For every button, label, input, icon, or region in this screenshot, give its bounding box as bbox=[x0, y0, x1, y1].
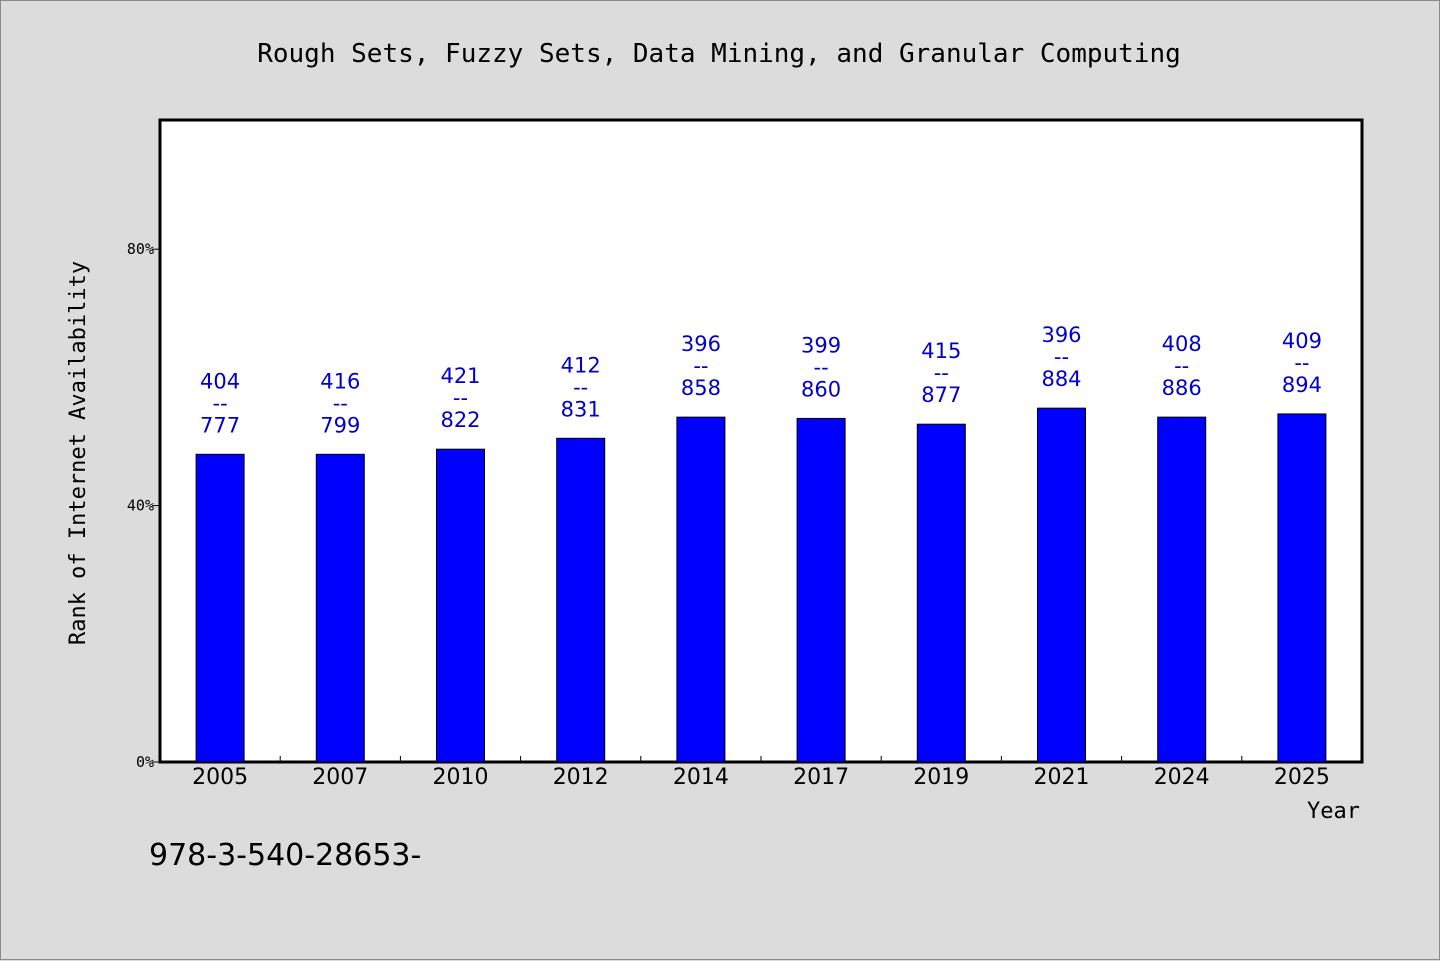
data-label-2024-2: 886 bbox=[1162, 376, 1202, 400]
x-tick-label-2005: 2005 bbox=[192, 765, 248, 790]
x-tick-label-2019: 2019 bbox=[913, 765, 969, 790]
data-label-2019-2: 877 bbox=[921, 383, 961, 407]
footer-isbn: 978-3-540-28653- bbox=[149, 838, 421, 873]
bar-2014 bbox=[676, 416, 726, 763]
bar-2005 bbox=[195, 453, 245, 763]
x-axis-label: Year bbox=[1307, 799, 1360, 824]
bar-2012 bbox=[556, 437, 606, 763]
data-label-2014-0: 396 bbox=[681, 332, 721, 356]
x-tick-label-2007: 2007 bbox=[312, 765, 368, 790]
x-tick-label-2025: 2025 bbox=[1274, 765, 1330, 790]
data-labels-layer: 404--777416--799421--822412--831396--858… bbox=[200, 323, 1322, 437]
data-label-2012-2: 831 bbox=[561, 397, 601, 421]
data-label-2012-1: -- bbox=[573, 375, 588, 399]
bar-2017 bbox=[796, 417, 846, 763]
data-label-2021-1: -- bbox=[1054, 345, 1069, 369]
data-label-2025-0: 409 bbox=[1282, 329, 1322, 353]
bar-2024 bbox=[1157, 416, 1207, 763]
data-label-2014-2: 858 bbox=[681, 376, 721, 400]
data-label-2021-2: 884 bbox=[1041, 367, 1081, 391]
x-axis: 2005 2007 2010 2012 2014 2017 2019 2021 2024 2025 bbox=[192, 756, 1330, 790]
x-tick-label-2021: 2021 bbox=[1034, 765, 1090, 790]
bar-2021 bbox=[1037, 407, 1086, 763]
data-label-2017-2: 860 bbox=[801, 377, 841, 401]
data-label-2007-1: -- bbox=[333, 391, 348, 415]
y-tick-label-0%: 0% bbox=[136, 753, 154, 771]
data-label-2024-0: 408 bbox=[1162, 332, 1202, 356]
data-label-2014-1: -- bbox=[693, 354, 708, 378]
bar-2025 bbox=[1277, 413, 1327, 763]
data-label-2024-1: -- bbox=[1174, 354, 1189, 378]
chart-title: Rough Sets, Fuzzy Sets, Data Mining, and… bbox=[257, 39, 1181, 69]
data-label-2007-2: 799 bbox=[320, 413, 360, 437]
data-label-2025-1: -- bbox=[1294, 351, 1309, 375]
x-tick-label-2017: 2017 bbox=[793, 765, 849, 790]
data-label-2005-0: 404 bbox=[200, 369, 240, 393]
data-label-2021-0: 396 bbox=[1041, 323, 1081, 347]
data-label-2012-0: 412 bbox=[561, 353, 601, 377]
data-label-2010-0: 421 bbox=[440, 364, 480, 388]
data-label-2017-1: -- bbox=[814, 355, 829, 379]
y-tick-label-80%: 80% bbox=[127, 240, 154, 258]
data-label-2017-0: 399 bbox=[801, 333, 841, 357]
bar-2007 bbox=[315, 453, 365, 763]
data-label-2005-1: -- bbox=[213, 391, 228, 415]
y-axis: 0% 40% 80% bbox=[127, 240, 160, 771]
bar-2010 bbox=[436, 448, 485, 763]
x-tick-label-2010: 2010 bbox=[433, 765, 489, 790]
bar-2019 bbox=[916, 423, 966, 763]
data-label-2019-0: 415 bbox=[921, 339, 961, 363]
data-label-2010-1: -- bbox=[453, 386, 468, 410]
y-tick-label-40%: 40% bbox=[127, 497, 154, 515]
x-tick-label-2024: 2024 bbox=[1154, 765, 1210, 790]
y-axis-label: Rank of Internet Availability bbox=[66, 261, 91, 645]
data-label-2010-2: 822 bbox=[440, 408, 480, 432]
x-tick-label-2012: 2012 bbox=[553, 765, 609, 790]
x-tick-label-2014: 2014 bbox=[673, 765, 729, 790]
data-label-2025-2: 894 bbox=[1282, 373, 1322, 397]
data-label-2019-1: -- bbox=[934, 361, 949, 385]
data-label-2005-2: 777 bbox=[200, 413, 240, 437]
data-label-2007-0: 416 bbox=[320, 369, 360, 393]
bars-layer bbox=[195, 407, 1327, 763]
